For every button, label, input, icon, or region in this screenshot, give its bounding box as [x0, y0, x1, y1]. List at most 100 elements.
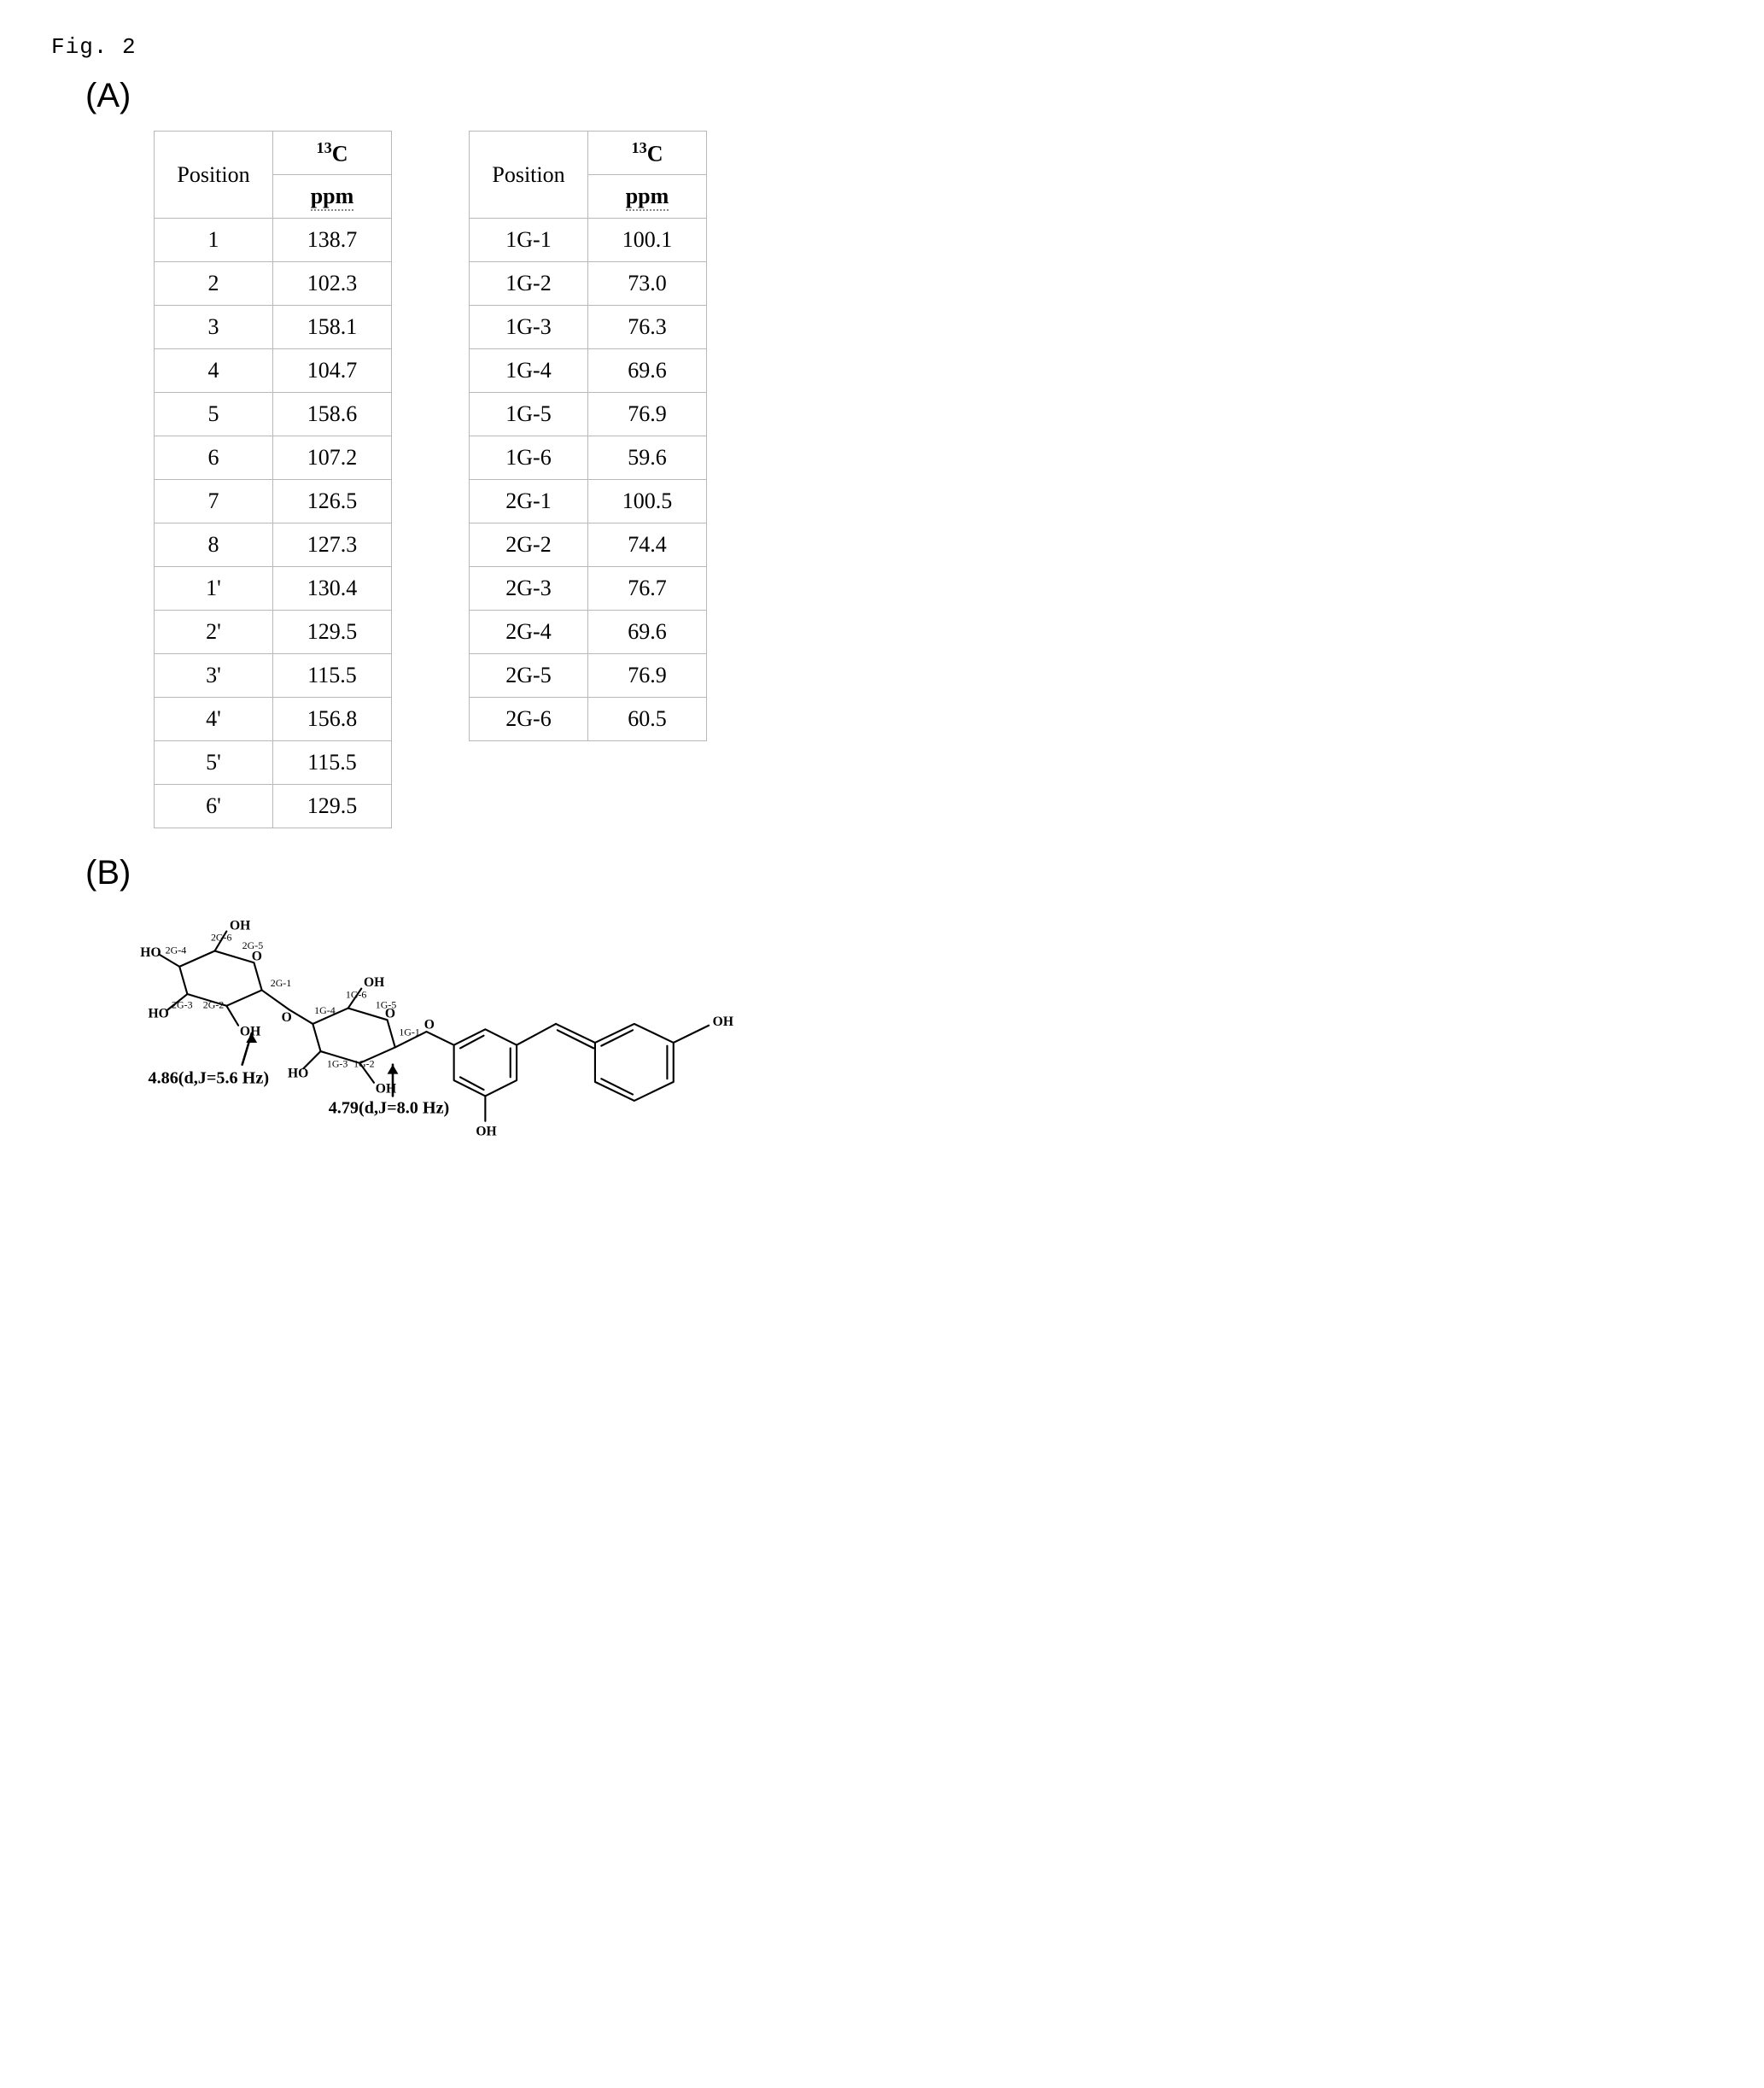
lbl-2G-6: 2G-6: [211, 932, 232, 944]
lbl-O: O: [282, 1010, 292, 1025]
table-row: 8127.3: [155, 523, 392, 567]
col-ppm: ppm: [588, 175, 707, 219]
cell-position: 7: [155, 480, 273, 523]
lbl-2G-2: 2G-2: [203, 999, 225, 1011]
lbl-2G-1: 2G-1: [271, 977, 292, 989]
chemical-structure: 2G-6 2G-5 2G-4 2G-3 2G-2 2G-1 1G-6 1G-5 …: [85, 908, 1713, 1148]
nmr-table-1: Position13Cppm1138.72102.33158.14104.751…: [154, 131, 392, 828]
cell-ppm: 76.9: [588, 393, 707, 436]
cell-ppm: 76.7: [588, 567, 707, 611]
col-position: Position: [155, 132, 273, 219]
cell-position: 2G-5: [470, 654, 588, 698]
panel-a-label: (A): [85, 77, 1713, 115]
lbl-HO: HO: [288, 1066, 308, 1080]
cell-ppm: 115.5: [273, 654, 392, 698]
table-row: 3'115.5: [155, 654, 392, 698]
table-row: 1'130.4: [155, 567, 392, 611]
cell-position: 1G-5: [470, 393, 588, 436]
lbl-OH: OH: [476, 1124, 496, 1138]
nmr-table-2: Position13Cppm1G-1100.11G-273.01G-376.31…: [469, 131, 707, 741]
cell-position: 2G-3: [470, 567, 588, 611]
cell-ppm: 129.5: [273, 611, 392, 654]
col-13c: 13C: [273, 132, 392, 175]
table-row: 2G-660.5: [470, 698, 707, 741]
cell-ppm: 76.3: [588, 306, 707, 349]
cell-position: 8: [155, 523, 273, 567]
cell-ppm: 115.5: [273, 741, 392, 785]
annotation-1: 4.86(d,J=5.6 Hz): [148, 1069, 269, 1088]
cell-position: 2G-6: [470, 698, 588, 741]
table-row: 1138.7: [155, 219, 392, 262]
lbl-O: O: [385, 1007, 395, 1021]
lbl-1G-3: 1G-3: [327, 1057, 348, 1069]
cell-position: 2G-1: [470, 480, 588, 523]
table-row: 2G-469.6: [470, 611, 707, 654]
cell-ppm: 100.5: [588, 480, 707, 523]
cell-ppm: 129.5: [273, 785, 392, 828]
table-row: 2102.3: [155, 262, 392, 306]
table-row: 2'129.5: [155, 611, 392, 654]
cell-position: 6': [155, 785, 273, 828]
table-row: 1G-659.6: [470, 436, 707, 480]
cell-position: 4: [155, 349, 273, 393]
annotation-2: 4.79(d,J=8.0 Hz): [329, 1099, 450, 1118]
lbl-OH: OH: [713, 1015, 733, 1029]
lbl-1G-6: 1G-6: [346, 989, 367, 1001]
cell-position: 2': [155, 611, 273, 654]
cell-position: 5': [155, 741, 273, 785]
tables-row: Position13Cppm1138.72102.33158.14104.751…: [154, 131, 1713, 828]
cell-position: 3': [155, 654, 273, 698]
cell-position: 1G-2: [470, 262, 588, 306]
table-row: 6'129.5: [155, 785, 392, 828]
cell-ppm: 59.6: [588, 436, 707, 480]
lbl-2G-3: 2G-3: [172, 999, 193, 1011]
table-row: 7126.5: [155, 480, 392, 523]
cell-position: 1': [155, 567, 273, 611]
cell-position: 1G-3: [470, 306, 588, 349]
lbl-1G-4: 1G-4: [314, 1004, 336, 1016]
table-row: 2G-274.4: [470, 523, 707, 567]
cell-ppm: 126.5: [273, 480, 392, 523]
table-row: 2G-376.7: [470, 567, 707, 611]
cell-ppm: 69.6: [588, 611, 707, 654]
table-row: 1G-469.6: [470, 349, 707, 393]
cell-position: 2G-2: [470, 523, 588, 567]
cell-ppm: 158.6: [273, 393, 392, 436]
table-row: 2G-1100.5: [470, 480, 707, 523]
lbl-O: O: [252, 950, 262, 964]
cell-position: 1G-6: [470, 436, 588, 480]
lbl-HO: HO: [140, 945, 161, 960]
cell-position: 2G-4: [470, 611, 588, 654]
cell-position: 6: [155, 436, 273, 480]
cell-ppm: 107.2: [273, 436, 392, 480]
cell-ppm: 138.7: [273, 219, 392, 262]
cell-ppm: 130.4: [273, 567, 392, 611]
lbl-1G-2: 1G-2: [353, 1057, 375, 1069]
lbl-1G-1: 1G-1: [399, 1026, 420, 1038]
table-row: 3158.1: [155, 306, 392, 349]
panel-b-label: (B): [85, 854, 1713, 892]
table-row: 6107.2: [155, 436, 392, 480]
cell-position: 1: [155, 219, 273, 262]
cell-ppm: 100.1: [588, 219, 707, 262]
col-ppm: ppm: [273, 175, 392, 219]
cell-position: 5: [155, 393, 273, 436]
cell-ppm: 156.8: [273, 698, 392, 741]
cell-position: 4': [155, 698, 273, 741]
table-row: 1G-376.3: [470, 306, 707, 349]
figure-label: Fig. 2: [51, 34, 1713, 60]
table-row: 4'156.8: [155, 698, 392, 741]
cell-position: 2: [155, 262, 273, 306]
lbl-HO: HO: [148, 1007, 168, 1021]
cell-ppm: 74.4: [588, 523, 707, 567]
cell-ppm: 76.9: [588, 654, 707, 698]
lbl-OH: OH: [376, 1082, 396, 1097]
lbl-OH: OH: [230, 919, 250, 933]
cell-ppm: 102.3: [273, 262, 392, 306]
cell-position: 3: [155, 306, 273, 349]
cell-ppm: 73.0: [588, 262, 707, 306]
table-row: 1G-273.0: [470, 262, 707, 306]
lbl-OH: OH: [240, 1025, 260, 1039]
cell-ppm: 60.5: [588, 698, 707, 741]
table-row: 1G-1100.1: [470, 219, 707, 262]
